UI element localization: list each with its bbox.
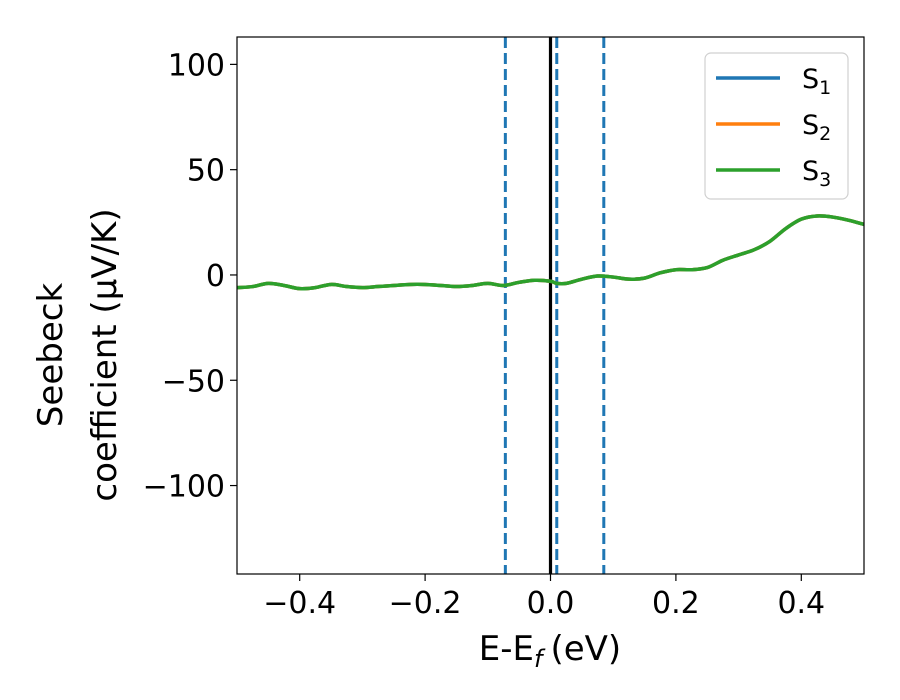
y-axis-ticks: 100 50 0 −50 −100: [143, 48, 237, 505]
vertical-marker-lines: [503, 37, 606, 574]
y-tick-label: 0: [206, 259, 225, 294]
y-tick-label: 50: [187, 154, 225, 189]
y-tick-label: −100: [143, 470, 225, 505]
y-tick-label: 100: [168, 48, 225, 83]
x-tick-label: −0.2: [389, 586, 462, 621]
legend-items: S1 S2 S3: [716, 64, 831, 191]
legend-label-s2: S2: [802, 110, 831, 145]
y-axis-title-line1: Seebeck: [31, 283, 71, 428]
y-axis-title-line2: coefficient (μV/K): [85, 208, 125, 501]
y-tick-label: −50: [162, 364, 225, 399]
x-tick-label: 0.0: [527, 586, 575, 621]
legend-label-s3: S3: [802, 156, 831, 191]
legend-label-s1: S1: [802, 64, 831, 99]
x-axis-ticks: −0.4 −0.2 0.0 0.2 0.4: [263, 574, 825, 621]
legend-box: [704, 52, 849, 200]
series-lines: [236, 214, 865, 291]
x-tick-label: 0.4: [777, 586, 825, 621]
x-tick-label: 0.2: [652, 586, 700, 621]
x-tick-label: −0.4: [263, 586, 336, 621]
series-line-s3: [236, 214, 865, 291]
x-axis-title: E-Ef (eV): [479, 629, 621, 673]
y-axis-title: Seebeck coefficient (μV/K): [31, 208, 125, 501]
legend: S1 S2 S3: [704, 52, 849, 200]
